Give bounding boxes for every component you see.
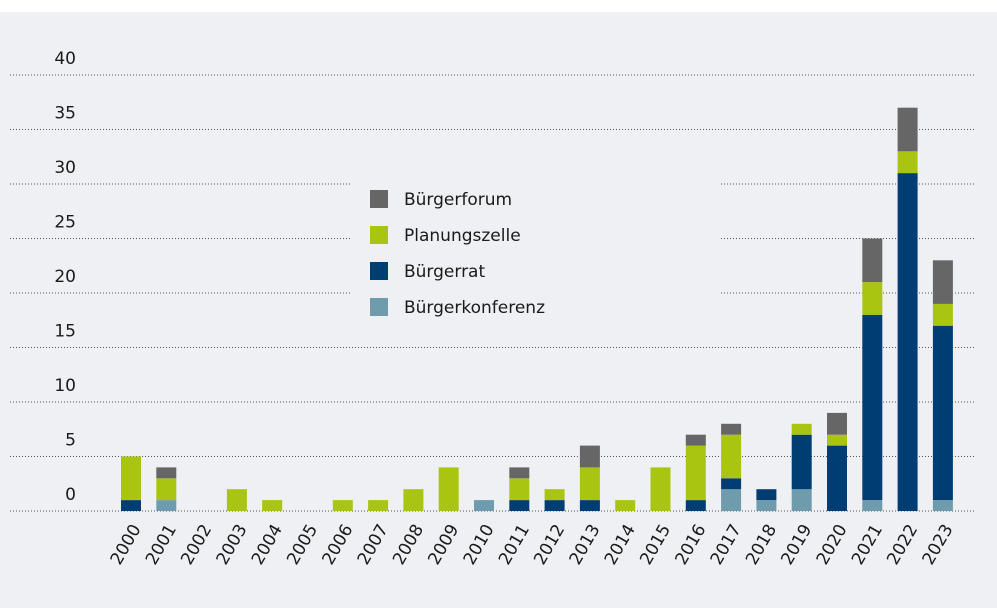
bar-segment bbox=[756, 489, 777, 501]
bar-segment bbox=[862, 238, 883, 283]
legend-swatch bbox=[370, 190, 388, 208]
bar-segment bbox=[121, 500, 141, 511]
bar-segment bbox=[156, 478, 177, 501]
bar-segment bbox=[791, 434, 812, 490]
bar-segment bbox=[932, 303, 953, 326]
bar-segment bbox=[721, 489, 742, 511]
bar-segment bbox=[685, 434, 706, 446]
bar-segment bbox=[721, 434, 742, 479]
y-tick-label: 5 bbox=[65, 431, 76, 451]
bar-segment bbox=[509, 467, 530, 479]
bar-segment bbox=[932, 325, 953, 501]
y-tick-label: 0 bbox=[65, 485, 76, 505]
y-tick-label: 20 bbox=[54, 267, 76, 287]
bar-segment bbox=[897, 107, 918, 152]
bar-segment bbox=[862, 282, 883, 315]
bar-segment bbox=[897, 151, 918, 174]
bar-segment bbox=[368, 500, 389, 511]
bar-segment bbox=[932, 260, 953, 304]
bar-segment bbox=[615, 500, 636, 511]
bar-segment bbox=[685, 500, 706, 511]
bar-segment bbox=[509, 478, 530, 501]
legend-swatch bbox=[370, 262, 388, 280]
bar-segment bbox=[650, 467, 671, 511]
bar-segment bbox=[827, 445, 847, 511]
bar-segment bbox=[579, 500, 600, 511]
bar-segment bbox=[262, 500, 283, 511]
bar-segment bbox=[474, 500, 494, 511]
bar-segment bbox=[156, 467, 177, 479]
bar-segment bbox=[544, 489, 565, 501]
bar-segment bbox=[862, 500, 883, 511]
bar-segment bbox=[685, 445, 706, 501]
legend-swatch bbox=[370, 298, 388, 316]
bar-segment bbox=[756, 500, 777, 511]
y-tick-label: 30 bbox=[54, 158, 76, 178]
y-tick-label: 40 bbox=[54, 49, 76, 69]
y-tick-label: 35 bbox=[54, 104, 76, 124]
legend-label: Bürgerforum bbox=[404, 190, 512, 210]
legend-label: Planungszelle bbox=[404, 226, 521, 246]
bar-segment bbox=[403, 489, 424, 511]
bar-segment bbox=[579, 445, 600, 468]
y-tick-label: 10 bbox=[54, 376, 76, 396]
bar-segment bbox=[791, 489, 812, 511]
bar-segment bbox=[509, 500, 530, 511]
bar-segment bbox=[932, 500, 953, 511]
bar-segment bbox=[438, 467, 459, 511]
bar-segment bbox=[332, 500, 353, 511]
legend-box bbox=[350, 172, 720, 347]
bar-segment bbox=[827, 412, 847, 435]
bar-segment bbox=[721, 423, 742, 435]
bar-segment bbox=[721, 478, 742, 490]
bar-segment bbox=[121, 456, 141, 501]
bar-segment bbox=[156, 500, 177, 511]
bar-segment bbox=[827, 434, 847, 446]
y-tick-label: 25 bbox=[54, 213, 76, 233]
legend-swatch bbox=[370, 226, 388, 244]
bar-segment bbox=[791, 423, 812, 435]
bar-segment bbox=[544, 500, 565, 511]
y-tick-label: 15 bbox=[54, 322, 76, 342]
bar-segment bbox=[897, 173, 918, 511]
bar-segment bbox=[579, 467, 600, 501]
legend-label: Bürgerkonferenz bbox=[404, 298, 545, 318]
legend-label: Bürgerrat bbox=[404, 262, 485, 282]
bar-segment bbox=[862, 314, 883, 501]
bar-segment bbox=[226, 489, 247, 511]
